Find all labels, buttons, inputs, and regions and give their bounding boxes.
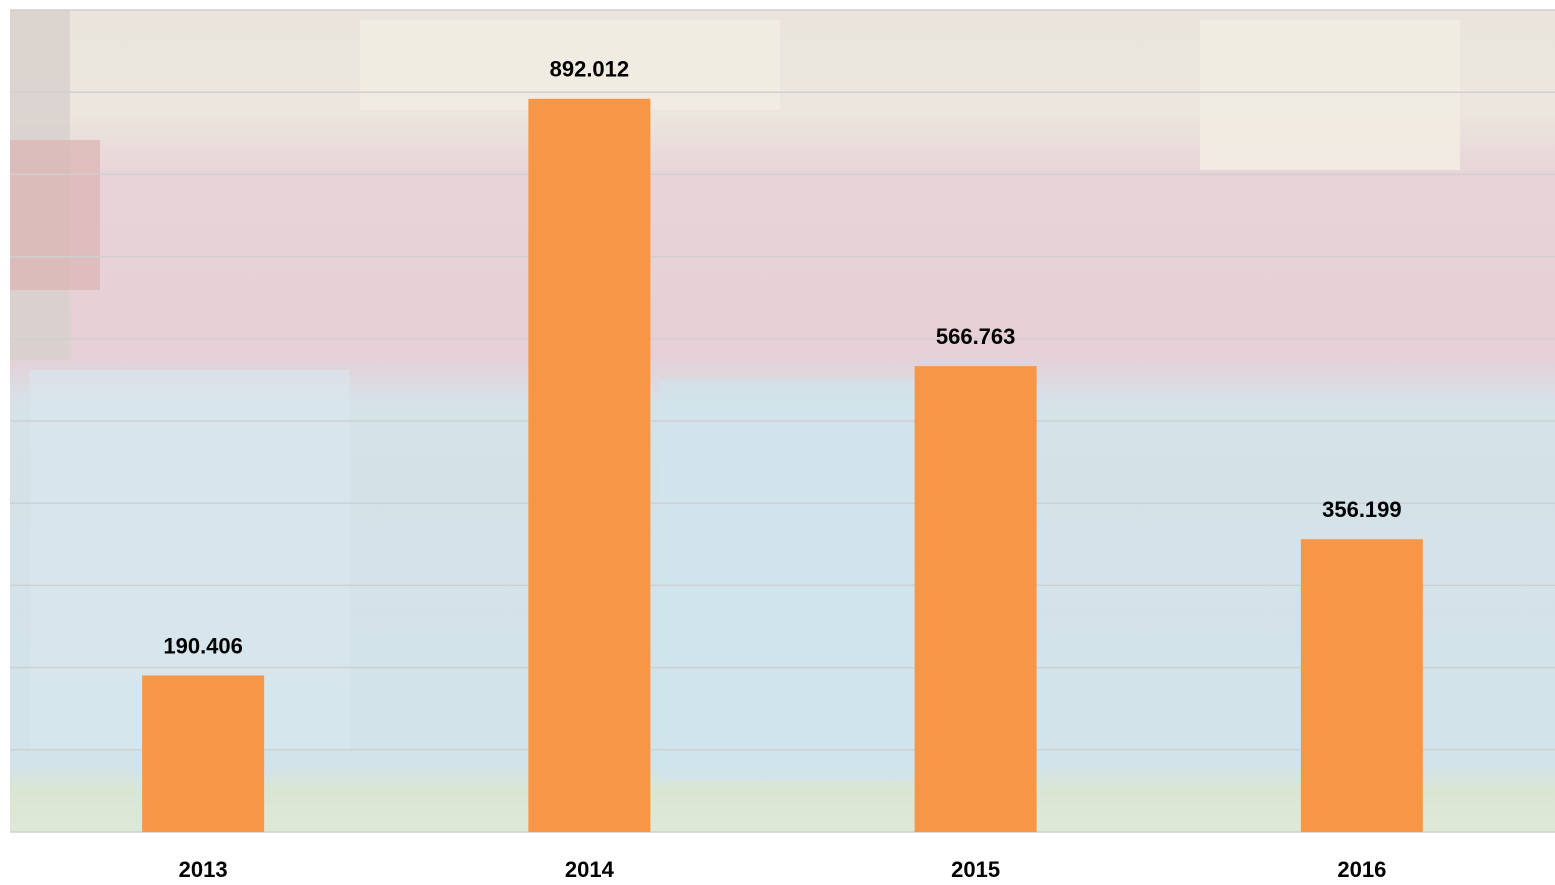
x-tick-label: 2014 xyxy=(565,857,615,882)
x-tick-label: 2016 xyxy=(1337,857,1386,882)
bar xyxy=(914,366,1037,832)
bar xyxy=(528,98,651,833)
x-tick-label: 2015 xyxy=(951,857,1000,882)
value-label: 566.763 xyxy=(936,324,1016,349)
value-label: 190.406 xyxy=(163,633,243,658)
value-label: 892.012 xyxy=(550,57,630,82)
value-label: 356.199 xyxy=(1322,497,1402,522)
grid xyxy=(10,9,1555,833)
bar xyxy=(142,675,265,832)
x-tick-label: 2013 xyxy=(179,857,228,882)
bar xyxy=(1300,539,1423,832)
bars: 2013 190.406 2014 892.012 2015 566.763 2016 356… xyxy=(142,57,1423,882)
